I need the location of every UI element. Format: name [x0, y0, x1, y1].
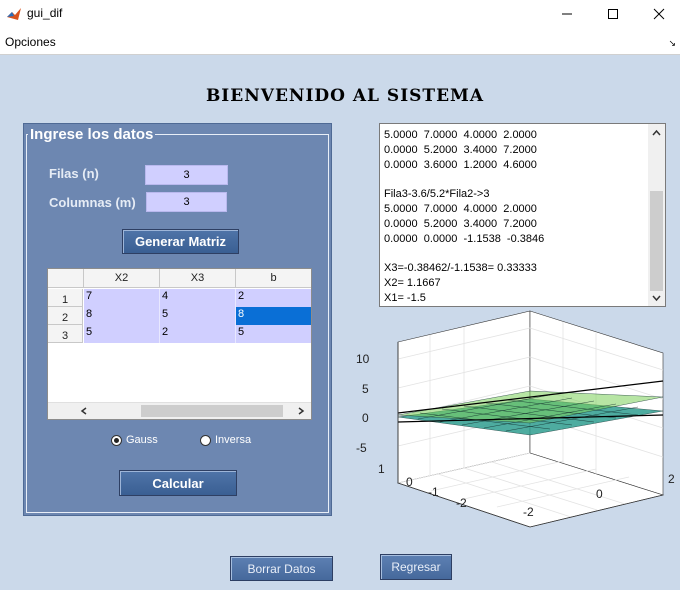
output-line: 0.0000 3.6000 1.2000 4.6000 — [384, 158, 537, 171]
regresar-button[interactable]: Regresar — [380, 554, 452, 580]
menu-corner-arrow-icon[interactable]: ↘ — [668, 38, 676, 48]
z-tick-label: 0 — [362, 411, 369, 425]
table-cell[interactable]: 5 — [236, 325, 311, 343]
output-line — [384, 246, 544, 261]
surface-edge-line — [397, 414, 664, 423]
table-cell[interactable]: 8 — [84, 307, 160, 325]
maximize-button[interactable] — [590, 0, 636, 28]
output-line: 0.0000 5.2000 3.4000 7.2000 — [384, 217, 537, 230]
row-header-2[interactable]: 2 — [48, 307, 83, 325]
window-title: gui_dif — [27, 6, 63, 20]
output-line: X3=-0.38462/-1.1538= 0.33333 — [384, 262, 537, 275]
output-listbox[interactable]: 5.0000 7.0000 4.0000 2.0000 0.0000 5.2000… — [379, 123, 666, 307]
columnas-label: Columnas (m) — [49, 195, 136, 210]
minimize-icon — [562, 13, 572, 15]
inversa-label: Inversa — [215, 434, 252, 446]
table-corner-header — [48, 269, 84, 288]
surface-plot[interactable]: 10 5 0 -5 1 0 -1 -2 -2 0 2 — [340, 305, 680, 535]
column-header-b[interactable]: b — [236, 269, 311, 288]
output-line: X2= 1.1667 — [384, 276, 441, 289]
y-tick-label: 0 — [406, 475, 413, 489]
generar-matriz-button[interactable]: Generar Matriz — [122, 229, 239, 254]
title-bar: gui_dif — [0, 0, 680, 28]
table-cell[interactable]: 4 — [160, 289, 236, 307]
matrix-table[interactable]: X2 X3 b 1 2 3 7 4 2 8 5 8 5 2 5 — [47, 268, 312, 420]
panel-title: Ingrese los datos — [28, 126, 156, 143]
maximize-icon — [608, 9, 618, 19]
y-tick-label: -1 — [428, 485, 439, 499]
output-line: Fila3-3.6/5.2*Fila2->3 — [384, 188, 490, 201]
output-lines: 5.0000 7.0000 4.0000 2.0000 0.0000 5.2000… — [384, 128, 544, 306]
filas-input[interactable]: 3 — [145, 165, 228, 185]
table-cell-selected[interactable]: 8 — [236, 307, 311, 325]
output-line: 5.0000 7.0000 4.0000 2.0000 — [384, 129, 537, 141]
inversa-radio[interactable]: Inversa — [200, 434, 251, 446]
borrar-datos-button[interactable]: Borrar Datos — [230, 556, 333, 581]
output-line: 5.0000 7.0000 4.0000 2.0000 — [384, 202, 537, 215]
y-tick-label: -2 — [456, 496, 467, 510]
output-line: X1= -1.5 — [384, 291, 426, 304]
column-header-x3[interactable]: X3 — [160, 269, 236, 288]
radio-selected-icon — [111, 434, 122, 446]
x-tick-label: 2 — [668, 472, 675, 486]
calcular-button[interactable]: Calcular — [119, 470, 237, 496]
z-tick-label: 10 — [356, 352, 370, 366]
output-line: 0.0000 0.0000 -1.1538 -0.3846 — [384, 232, 545, 245]
table-horizontal-scrollbar[interactable] — [48, 402, 311, 419]
menu-bar: Opciones ↘ — [0, 28, 680, 55]
table-cell[interactable]: 2 — [160, 325, 236, 343]
output-line: 0.0000 5.2000 3.4000 7.2000 — [384, 143, 537, 156]
x-tick-label: -2 — [523, 505, 534, 519]
y-tick-label: 1 — [378, 462, 385, 476]
output-line — [384, 172, 544, 187]
surface-mesh — [417, 394, 639, 432]
scroll-left-icon[interactable] — [80, 407, 88, 415]
scroll-right-icon[interactable] — [297, 407, 305, 415]
listbox-scroll-thumb[interactable] — [650, 191, 663, 291]
column-header-x2[interactable]: X2 — [84, 269, 160, 288]
filas-label: Filas (n) — [49, 166, 99, 181]
table-cell[interactable]: 2 — [236, 289, 311, 307]
row-header-1[interactable]: 1 — [48, 289, 83, 307]
panel-frame — [26, 134, 329, 513]
main-title: BIENVENIDO AL SISTEMA — [205, 86, 485, 106]
close-button[interactable] — [636, 0, 680, 28]
table-cell[interactable]: 5 — [84, 325, 160, 343]
plot-grid — [397, 322, 664, 518]
matlab-app-icon — [6, 6, 22, 22]
close-icon — [653, 8, 665, 20]
z-tick-label: 5 — [362, 382, 369, 396]
x-axis-line — [529, 494, 664, 528]
surface-edge-line — [397, 380, 664, 414]
y-axis-line — [397, 482, 531, 528]
menu-opciones[interactable]: Opciones — [5, 35, 56, 49]
table-cell[interactable]: 7 — [84, 289, 160, 307]
gauss-radio[interactable]: Gauss — [111, 434, 158, 446]
radio-unselected-icon — [200, 434, 211, 446]
gauss-label: Gauss — [126, 434, 158, 446]
scroll-thumb[interactable] — [141, 405, 283, 417]
listbox-vertical-scrollbar[interactable] — [648, 124, 665, 306]
columnas-input[interactable]: 3 — [146, 192, 227, 212]
table-cell[interactable]: 5 — [160, 307, 236, 325]
row-header-3[interactable]: 3 — [48, 325, 83, 343]
scroll-up-icon[interactable] — [652, 129, 661, 137]
x-tick-label: 0 — [596, 487, 603, 501]
z-tick-label: -5 — [356, 441, 367, 455]
surface-plane-upper — [397, 390, 664, 424]
scroll-down-icon[interactable] — [652, 294, 661, 302]
minimize-button[interactable] — [544, 0, 590, 28]
